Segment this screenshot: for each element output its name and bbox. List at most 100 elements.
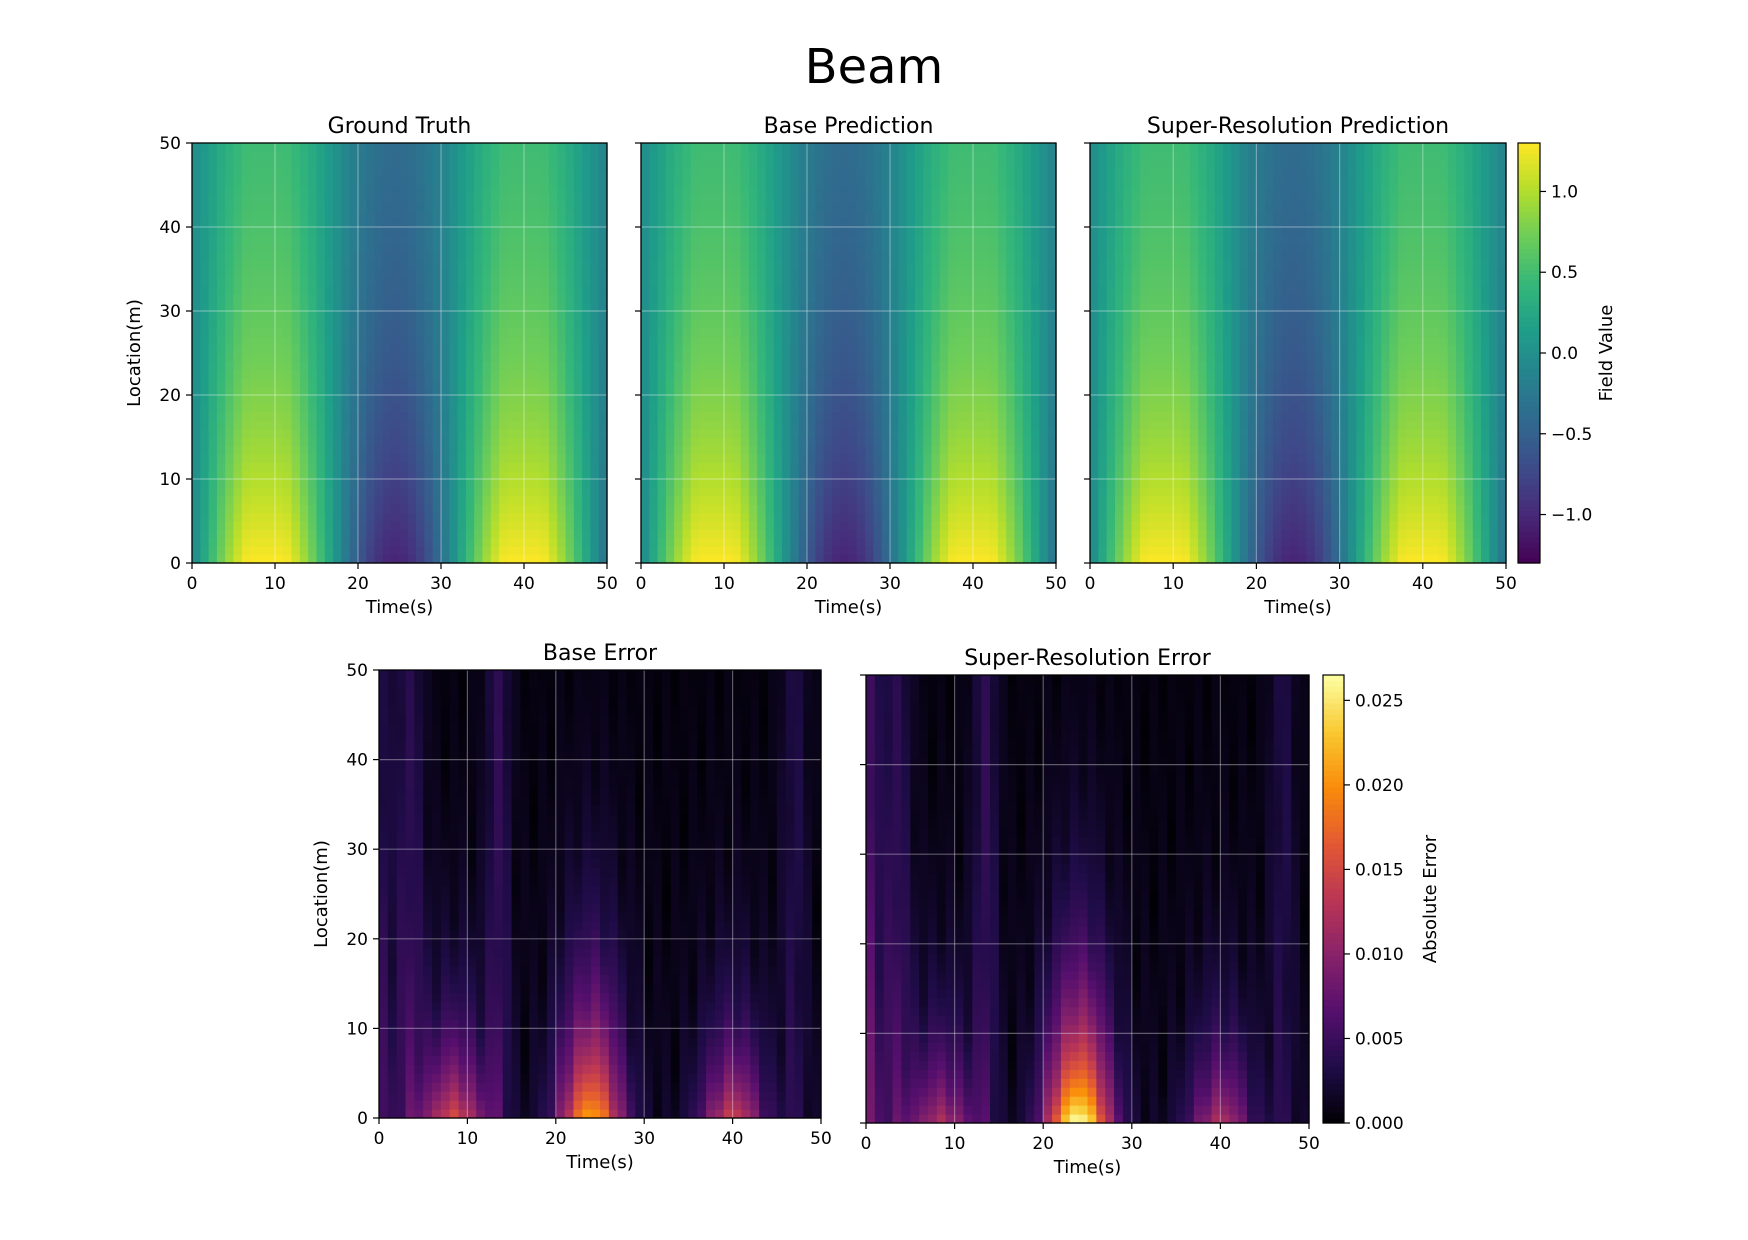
- heatmap-cell: [815, 353, 825, 362]
- heatmap-cell: [923, 420, 933, 430]
- heatmap-cell: [299, 269, 309, 278]
- heatmap-cell: [973, 361, 982, 371]
- heatmap-cell: [407, 243, 417, 253]
- heatmap-cell: [981, 151, 991, 161]
- heatmap-cell: [989, 168, 999, 178]
- heatmap-cell: [366, 479, 376, 488]
- heatmap-cell: [590, 269, 600, 278]
- heatmap-cell: [316, 521, 326, 530]
- heatmap-cell: [1031, 462, 1040, 472]
- heatmap-cell: [989, 185, 999, 194]
- heatmap-cell: [757, 529, 767, 539]
- heatmap-cell: [707, 353, 717, 362]
- heatmap-cell: [250, 546, 259, 556]
- heatmap-cell: [200, 487, 210, 497]
- heatmap-cell: [299, 395, 309, 404]
- heatmap-cell: [382, 235, 392, 245]
- heatmap-cell: [1031, 143, 1040, 152]
- heatmap-cell: [382, 428, 392, 438]
- heatmap-cell: [1022, 159, 1032, 169]
- heatmap-cell: [898, 285, 908, 295]
- heatmap-cell: [507, 411, 517, 421]
- heatmap-cell: [981, 210, 991, 220]
- heatmap-cell: [216, 243, 226, 253]
- heatmap-cell: [565, 260, 575, 270]
- heatmap-cell: [382, 479, 392, 488]
- heatmap-cell: [316, 168, 326, 178]
- heatmap-cell: [291, 512, 301, 522]
- heatmap-cell: [790, 487, 800, 497]
- heatmap-cell: [773, 193, 783, 203]
- heatmap-cell: [848, 403, 858, 413]
- heatmap-cell: [391, 411, 401, 421]
- heatmap-cell: [956, 243, 966, 253]
- heatmap-cell: [848, 277, 858, 287]
- heatmap-cell: [548, 218, 558, 228]
- heatmap-cell: [732, 336, 742, 346]
- heatmap-cell: [441, 428, 450, 438]
- heatmap-cell: [1022, 193, 1032, 203]
- heatmap-cell: [548, 210, 558, 220]
- heatmap-cell: [964, 243, 974, 253]
- heatmap-cell: [324, 143, 334, 152]
- heatmap-cell: [840, 411, 850, 421]
- heatmap-cell: [707, 495, 717, 505]
- heatmap-cell: [316, 176, 326, 186]
- heatmap-cell: [782, 260, 791, 270]
- heatmap-cell: [482, 386, 492, 396]
- heatmap-cell: [399, 554, 409, 564]
- heatmap-cell: [250, 495, 259, 505]
- heatmap-cell: [956, 336, 966, 346]
- heatmap-cell: [200, 252, 210, 262]
- heatmap-cell: [416, 252, 425, 262]
- heatmap-cell: [831, 176, 841, 186]
- heatmap-cell: [956, 294, 966, 304]
- heatmap-cell: [233, 327, 243, 337]
- heatmap-cell: [515, 445, 525, 455]
- heatmap-cell: [374, 269, 384, 278]
- heatmap-cell: [316, 252, 326, 262]
- heatmap-cell: [250, 537, 259, 547]
- heatmap-cell: [582, 428, 591, 438]
- heatmap-cell: [757, 151, 767, 161]
- heatmap-cell: [225, 504, 235, 514]
- heatmap-cell: [715, 479, 725, 488]
- heatmap-cell: [848, 193, 858, 203]
- heatmap-cell: [590, 185, 600, 194]
- heatmap-cell: [748, 537, 758, 547]
- heatmap-cell: [324, 462, 334, 472]
- heatmap-cell: [474, 479, 484, 488]
- heatmap-cell: [707, 285, 717, 295]
- heatmap-cell: [391, 218, 401, 228]
- heatmap-cell: [782, 495, 791, 505]
- heatmap-cell: [324, 403, 334, 413]
- heatmap-cell: [1031, 361, 1040, 371]
- heatmap-cell: [407, 235, 417, 245]
- heatmap-cell: [641, 495, 650, 505]
- heatmap-cell: [1039, 537, 1049, 547]
- heatmap-cell: [540, 151, 550, 161]
- heatmap-cell: [840, 143, 850, 152]
- heatmap-cell: [374, 235, 384, 245]
- heatmap-cell: [424, 386, 434, 396]
- heatmap-cell: [291, 327, 301, 337]
- heatmap-cell: [333, 403, 342, 413]
- heatmap-cell: [225, 319, 235, 329]
- heatmap-cell: [524, 185, 533, 194]
- heatmap-cell: [1031, 470, 1040, 480]
- heatmap-cell: [1039, 210, 1049, 220]
- heatmap-cell: [424, 277, 434, 287]
- heatmap-cell: [690, 470, 700, 480]
- heatmap-cell: [399, 151, 409, 161]
- heatmap-cell: [358, 260, 367, 270]
- heatmap-cell: [715, 285, 725, 295]
- heatmap-cell: [499, 260, 508, 270]
- heatmap-cell: [807, 537, 816, 547]
- heatmap-cell: [457, 269, 467, 278]
- heatmap-cell: [341, 243, 351, 253]
- heatmap-cell: [324, 386, 334, 396]
- heatmap-cell: [482, 361, 492, 371]
- heatmap-cell: [416, 378, 425, 388]
- heatmap-cell: [765, 487, 775, 497]
- heatmap-cell: [1006, 260, 1016, 270]
